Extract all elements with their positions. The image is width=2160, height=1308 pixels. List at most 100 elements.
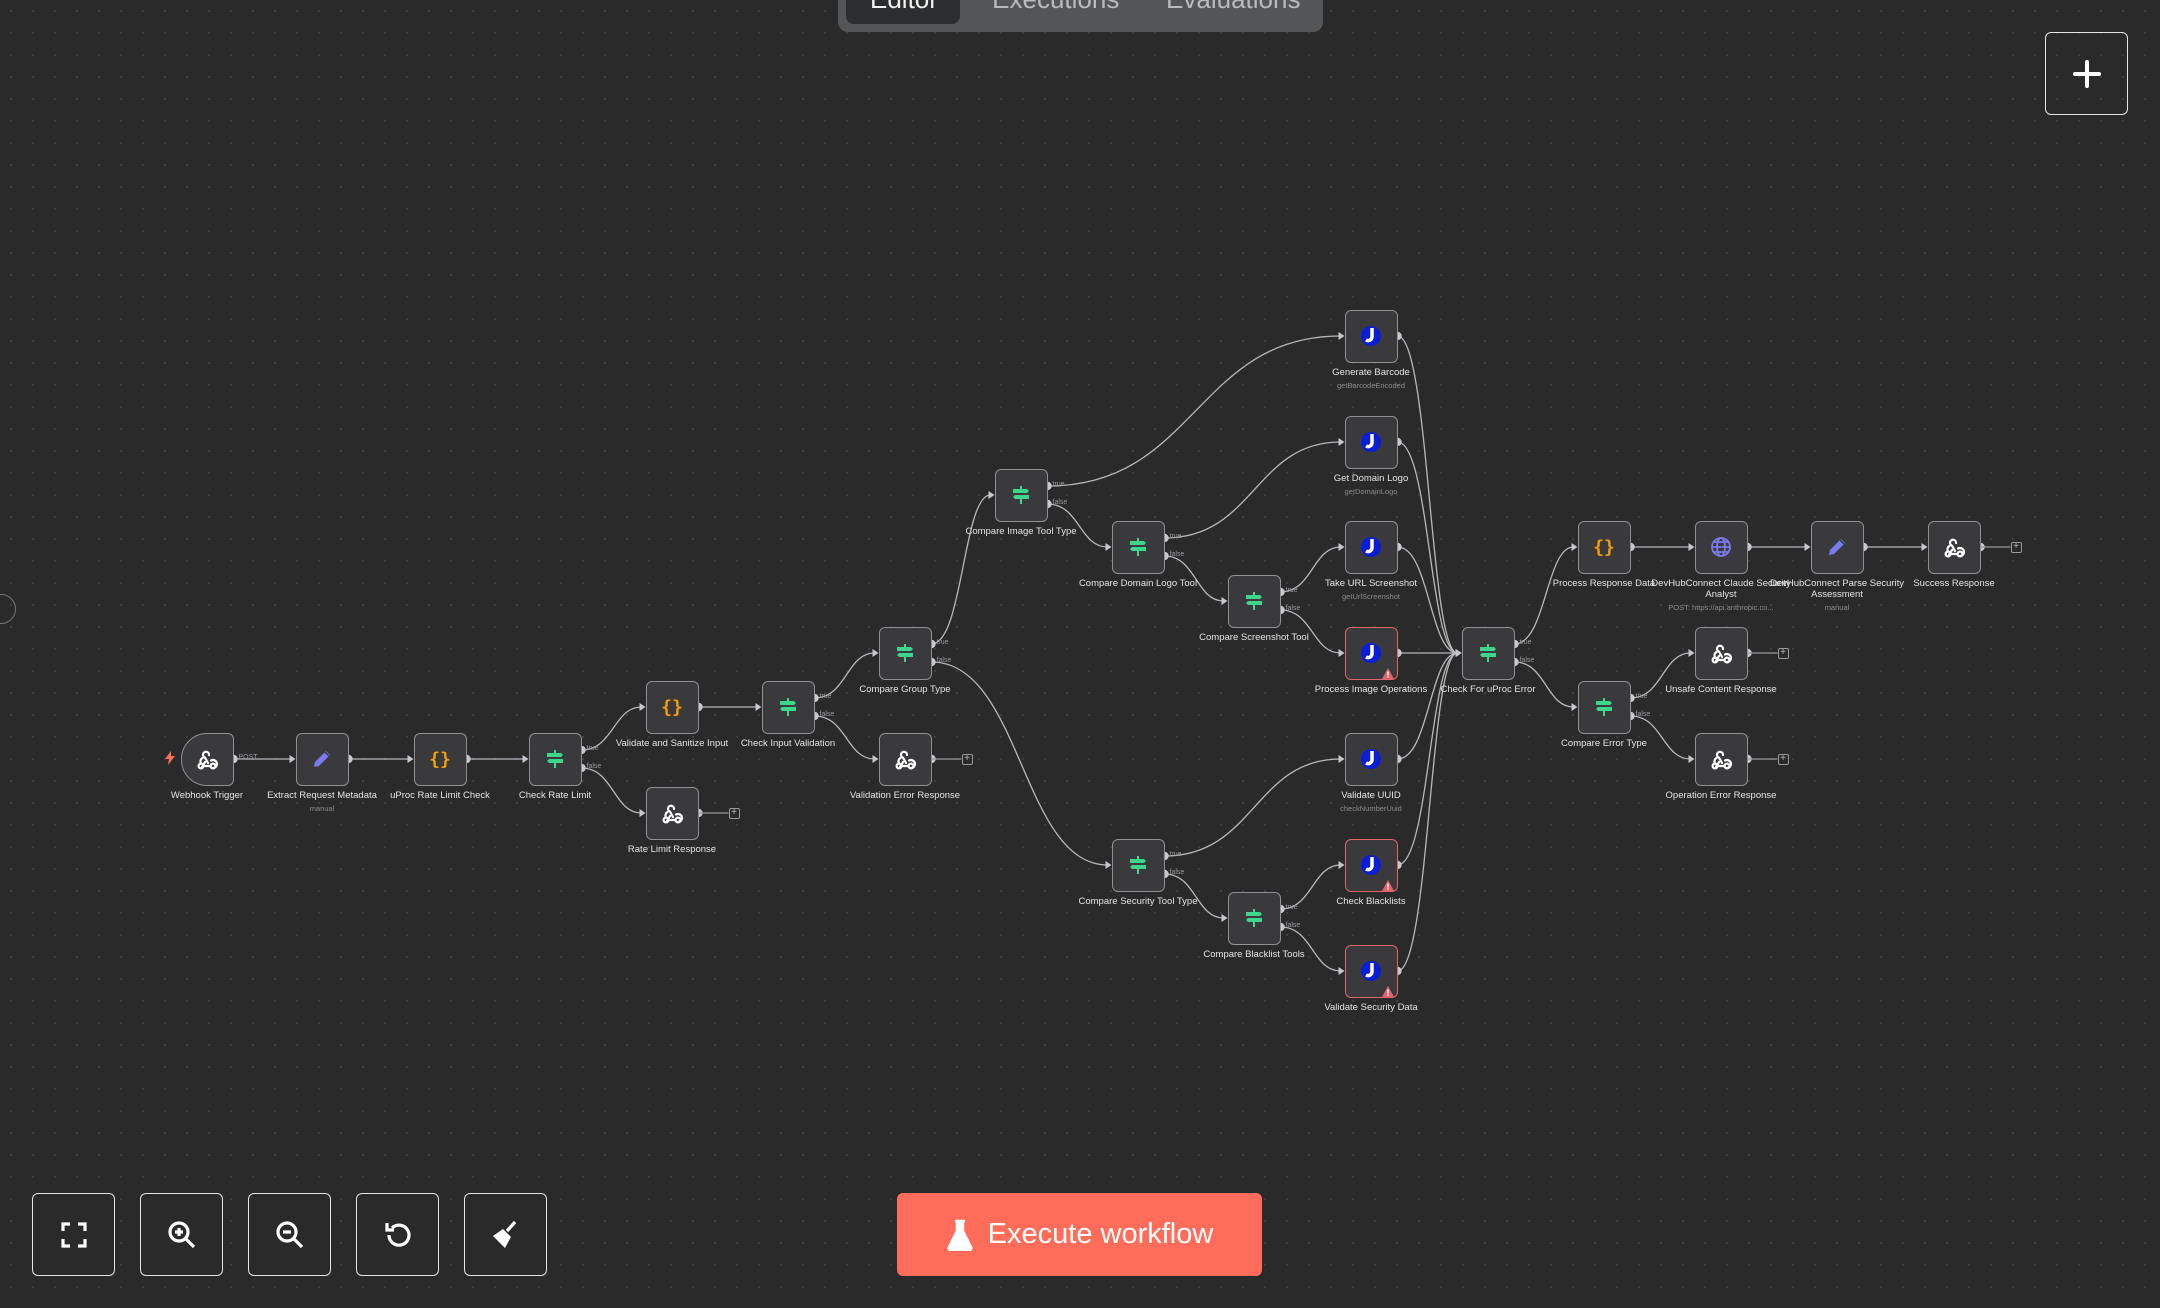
node-compareScreenshot[interactable] [1227,574,1281,628]
zoom-out-button[interactable] [248,1193,331,1276]
node-compareDomain[interactable] [1111,520,1165,574]
connection-compareGroup-compareSecurity[interactable] [931,661,1108,866]
node-parse[interactable] [1810,520,1864,574]
node-title: Check For uProc Error [1440,683,1536,695]
node-checkRate[interactable] [528,732,582,786]
node-subtitle: POST: https://api.anthropic.co... [1668,602,1774,612]
node-compareSecurity[interactable] [1111,838,1165,892]
node-success[interactable] [1927,520,1981,574]
node-extract[interactable] [295,732,349,786]
add-next-node-button[interactable]: + [2010,541,2022,553]
connection-compareErrorType-unsafe[interactable] [1630,652,1691,699]
node-uprocRate[interactable]: {} [413,732,467,786]
node-title: Operation Error Response [1665,789,1777,801]
node-compareImage[interactable] [994,468,1048,522]
connection-compareImage-genBarcode[interactable] [1047,335,1341,487]
node-title: Validate UUID [1341,789,1401,801]
connection-checkInput-compareGroup[interactable] [814,652,875,699]
tab-evaluations[interactable]: Evaluations [1148,0,1315,24]
node-webhook[interactable] [180,732,234,786]
node-label: Check Input Validation [713,738,863,749]
tab-executions[interactable]: Executions [974,0,1134,24]
connection-checkInput-validationErr[interactable] [814,715,875,760]
input-handle [1338,332,1345,340]
add-next-node-button[interactable]: + [728,807,740,819]
node-genBarcode[interactable] [1344,309,1398,363]
node-checkInput[interactable] [761,680,815,734]
node-title: Unsafe Content Response [1665,683,1777,695]
node-takeScreenshot[interactable] [1344,520,1398,574]
connection-compareSecurity-compareBlacklist[interactable] [1164,873,1224,919]
node-compareBlacklist[interactable] [1227,891,1281,945]
connection-compareDomain-compareScreenshot[interactable] [1164,555,1224,602]
add-next-node-button[interactable]: + [1777,647,1789,659]
connection-checkBlacklists-checkError[interactable] [1397,652,1458,866]
add-next-node-button[interactable]: + [961,753,973,765]
fit-view-button[interactable] [32,1193,115,1276]
node-processResponse[interactable]: {} [1577,520,1631,574]
node-checkError[interactable] [1461,626,1515,680]
connection-checkRate-rateLimitResp[interactable] [581,767,642,814]
connection-checkRate-validateSanitize[interactable] [581,706,642,751]
pencil-icon [1825,535,1849,559]
connection-validateUuid-checkError[interactable] [1397,652,1458,760]
node-checkBlacklists[interactable] [1344,838,1398,892]
node-validateSecurity[interactable] [1344,944,1398,998]
connection-compareScreenshot-takeScreenshot[interactable] [1280,546,1341,593]
execute-workflow-button[interactable]: Execute workflow [897,1193,1262,1276]
add-next-node-button[interactable]: + [1777,753,1789,765]
uproc-icon [1359,430,1383,454]
connection-compareBlacklist-checkBlacklists[interactable] [1280,864,1341,910]
node-unsafe[interactable] [1694,626,1748,680]
add-node-button[interactable] [2045,32,2128,115]
node-validationErr[interactable] [878,732,932,786]
plus-icon [2072,59,2101,88]
execute-workflow-label: Execute workflow [987,1218,1214,1250]
input-handle [1338,967,1345,975]
connection-validateSecurity-checkError[interactable] [1397,652,1458,972]
connection-checkError-compareErrorType[interactable] [1514,661,1574,708]
connection-compareDomain-getLogo[interactable] [1164,441,1341,539]
uproc-icon [1359,641,1383,665]
reset-zoom-button[interactable] [356,1193,439,1276]
input-handle [1688,543,1695,551]
node-title: Compare Blacklist Tools [1203,948,1305,960]
connection-compareScreenshot-processImage[interactable] [1280,609,1341,654]
connection-compareErrorType-opError[interactable] [1630,715,1691,760]
node-validateUuid[interactable] [1344,732,1398,786]
connection-takeScreenshot-checkError[interactable] [1397,546,1458,654]
node-validateSanitize[interactable]: {} [645,680,699,734]
connection-genBarcode-checkError[interactable] [1397,335,1458,654]
node-compareGroup[interactable] [878,626,932,680]
input-handle [1688,649,1695,657]
connection-compareBlacklist-validateSecurity[interactable] [1280,926,1341,972]
node-title: Process Response Data [1552,577,1656,589]
node-title: Process Image Operations [1314,683,1428,695]
node-title: Extract Request Metadata [267,789,377,801]
node-title: uProc Rate Limit Check [390,789,490,801]
connection-compareImage-compareDomain[interactable] [1047,503,1108,548]
node-opError[interactable] [1694,732,1748,786]
node-rateLimitResp[interactable] [645,786,699,840]
zoom-in-button[interactable] [140,1193,223,1276]
connection-checkError-processResponse[interactable] [1514,546,1574,645]
branch-label-false: false [1635,711,1651,718]
connection-getLogo-checkError[interactable] [1397,441,1458,654]
node-claude[interactable] [1694,520,1748,574]
node-compareErrorType[interactable] [1577,680,1631,734]
node-getLogo[interactable] [1344,415,1398,469]
input-handle [522,755,529,763]
node-processImage[interactable] [1344,626,1398,680]
node-label: Compare Security Tool Type [1063,896,1213,907]
tab-editor[interactable]: Editor [846,0,961,24]
tidy-up-button[interactable] [464,1193,547,1276]
branch-label-false: false [1285,922,1301,929]
node-label: Validate UUID checkNumberUuid [1296,790,1446,814]
branch-label-false: false [1285,605,1301,612]
node-title: Webhook Trigger [170,789,244,801]
node-label: Compare Screenshot Tool [1179,632,1329,643]
connection-compareSecurity-validateUuid[interactable] [1164,758,1341,857]
connection-compareGroup-compareImage[interactable] [931,494,991,645]
if-signpost-icon [1126,853,1150,877]
